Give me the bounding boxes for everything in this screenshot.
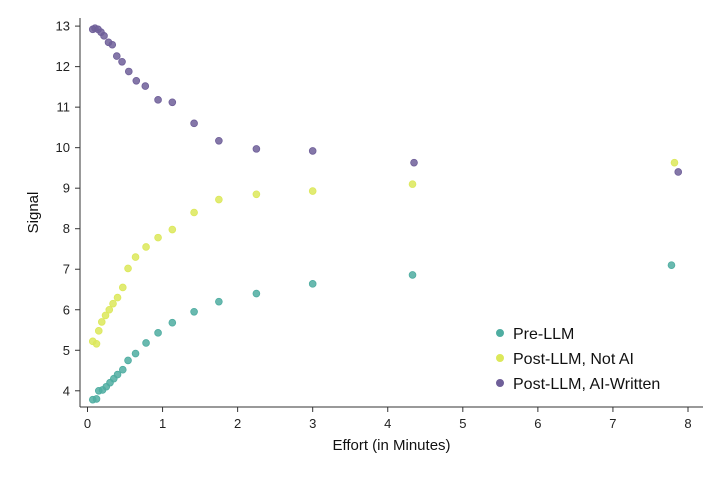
data-point	[118, 365, 127, 374]
data-point	[252, 289, 261, 298]
y-tick-label: 8	[63, 221, 70, 236]
data-point	[308, 147, 317, 155]
data-point	[190, 119, 198, 128]
legend-label-pre-llm: Pre-LLM	[513, 326, 574, 343]
data-point	[408, 180, 417, 188]
data-point	[100, 32, 108, 40]
x-tick-label: 4	[384, 416, 391, 431]
y-tick-label: 7	[63, 262, 70, 277]
y-axis-title: Signal	[25, 192, 42, 234]
data-point	[670, 158, 679, 167]
data-point	[168, 225, 177, 234]
x-tick-label: 6	[534, 416, 541, 431]
data-point	[190, 307, 198, 316]
data-point	[118, 57, 126, 66]
data-point	[109, 299, 117, 308]
data-point	[674, 168, 683, 176]
data-point	[154, 233, 162, 242]
data-point	[215, 136, 223, 145]
data-point	[118, 283, 127, 292]
x-tick-label: 3	[309, 416, 316, 431]
x-tick-label: 1	[159, 416, 166, 431]
y-tick-label: 4	[63, 383, 70, 398]
x-tick-label: 5	[459, 416, 466, 431]
legend-marker-post-llm-ai-written	[495, 378, 504, 387]
data-point	[142, 339, 150, 347]
data-point	[92, 395, 101, 403]
legend-marker-post-llm-not-ai	[495, 353, 504, 362]
y-tick-label: 13	[56, 19, 70, 34]
data-point	[112, 52, 121, 60]
data-point	[168, 318, 177, 327]
data-point	[308, 280, 317, 288]
data-point	[94, 327, 103, 335]
data-point	[113, 293, 122, 302]
y-tick-label: 10	[56, 140, 70, 155]
y-tick-label: 11	[57, 100, 71, 115]
x-axis-title: Effort (in Minutes)	[332, 437, 450, 454]
data-point	[142, 243, 150, 251]
y-tick-label: 6	[63, 302, 70, 317]
data-point	[308, 187, 317, 195]
legend: Pre-LLM Post-LLM, Not AI Post-LLM, AI-Wr…	[495, 326, 660, 393]
data-point	[131, 349, 140, 358]
data-point	[410, 158, 418, 167]
data-point	[141, 82, 150, 90]
data-point	[97, 318, 106, 326]
data-point	[190, 208, 198, 217]
data-point	[168, 98, 177, 107]
data-point	[215, 297, 223, 306]
plot-points	[88, 24, 683, 404]
data-point	[113, 370, 122, 379]
data-point	[408, 271, 417, 279]
data-point	[132, 77, 141, 85]
y-tick-label: 9	[63, 181, 70, 196]
y-tick-label: 5	[63, 343, 70, 358]
data-point	[252, 190, 261, 199]
legend-marker-pre-llm	[495, 328, 504, 337]
data-point	[108, 40, 117, 49]
data-point	[667, 261, 676, 269]
legend-label-post-llm-not-ai: Post-LLM, Not AI	[513, 351, 634, 368]
data-point	[124, 67, 133, 76]
data-point	[101, 311, 110, 320]
data-point	[154, 96, 162, 104]
data-point	[92, 339, 101, 348]
y-ticks: 4 5 6 7 8 9 10 11 12 13	[56, 19, 80, 398]
data-point	[124, 264, 132, 273]
data-point	[131, 253, 140, 261]
x-ticks: 0 1 2 3 4 5 6 7 8	[84, 407, 692, 431]
data-point	[215, 195, 223, 204]
x-tick-label: 8	[684, 416, 691, 431]
x-tick-label: 2	[234, 416, 241, 431]
data-point	[105, 305, 114, 314]
y-tick-label: 12	[56, 59, 70, 74]
x-tick-label: 7	[609, 416, 616, 431]
data-point	[252, 145, 261, 153]
legend-label-post-llm-ai-written: Post-LLM, AI-Written	[513, 376, 660, 393]
data-point	[124, 356, 132, 365]
data-point	[154, 329, 162, 337]
x-tick-label: 0	[84, 416, 91, 431]
